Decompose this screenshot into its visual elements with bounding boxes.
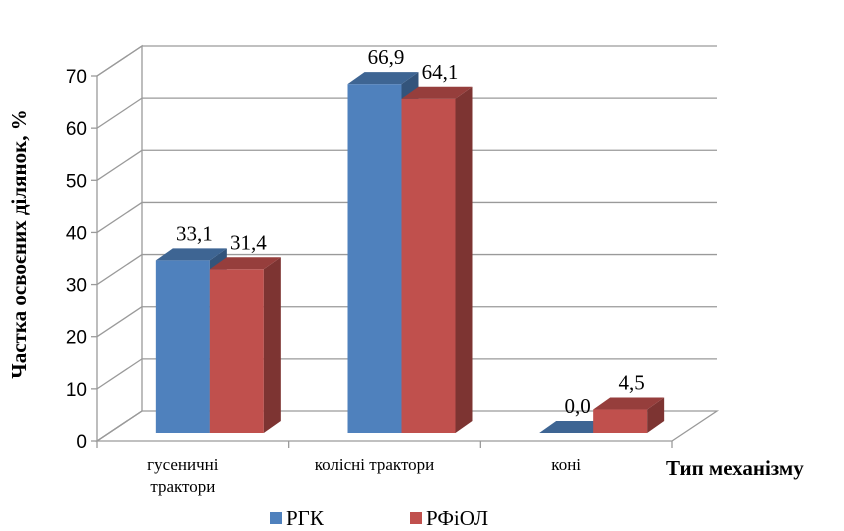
legend-swatch [270,512,282,524]
data-label: 4,5 [619,371,645,395]
y-tick-label: 40 [66,223,87,244]
y-tick-label: 70 [66,67,87,88]
gridline-side [96,201,143,233]
bar [401,86,473,433]
x-axis-title: Тип механізму [666,456,804,480]
legend: РГК РФіОЛ [270,506,488,530]
category-label: колісні трактори [315,455,435,474]
bar [209,257,281,433]
category-label: гусеничні трактори [147,455,219,496]
gridline-side [96,306,143,338]
y-axis-title: Частка освоєних ділянок, % [7,109,31,378]
legend-item: РФіОЛ [410,506,488,530]
category-labels: гусеничні трактори колісні трактори коні [96,441,673,496]
y-tick-label: 20 [66,328,87,349]
bar-side [647,397,665,433]
y-tick-label: 50 [66,171,87,192]
y-tick-label: 30 [66,276,87,297]
y-tick-label: 0 [76,432,87,453]
gridline-side [96,149,143,181]
data-label: 31,4 [230,230,267,254]
bar [539,421,611,433]
bar-front [155,260,210,433]
bar-top [347,72,419,85]
gridline-side [96,45,143,77]
data-label: 0,0 [565,394,591,418]
bar-front [347,84,402,434]
data-label: 64,1 [422,60,459,84]
bar-front [209,269,264,433]
gridline-side [96,358,143,390]
legend-label: РГК [286,506,325,530]
bar-front [593,409,648,433]
data-labels: 33,1 31,4 66,9 64,1 0,0 4,5 [176,45,645,418]
bar-top [155,248,227,261]
category-label: коні [551,455,581,474]
legend-label: РФіОЛ [426,506,488,530]
y-axis-ticks: 0 10 20 30 40 50 60 70 [66,67,97,453]
bar-side [263,257,281,433]
y-tick-label: 60 [66,119,87,140]
bars [155,72,665,434]
bar-top [539,421,611,433]
bar-top [401,86,473,99]
data-label: 66,9 [368,45,405,69]
data-label: 33,1 [176,221,213,245]
gridline-side [96,97,143,129]
bar-side [455,86,473,433]
bar-top [209,257,281,270]
legend-item: РГК [270,506,325,530]
gridline-side [96,254,143,286]
side-wall [96,44,143,443]
bar-top [593,397,665,410]
y-tick-label: 10 [66,380,87,401]
legend-swatch [410,512,422,524]
gridline-side [96,410,143,442]
bar-front [401,98,456,433]
bar [593,397,665,433]
